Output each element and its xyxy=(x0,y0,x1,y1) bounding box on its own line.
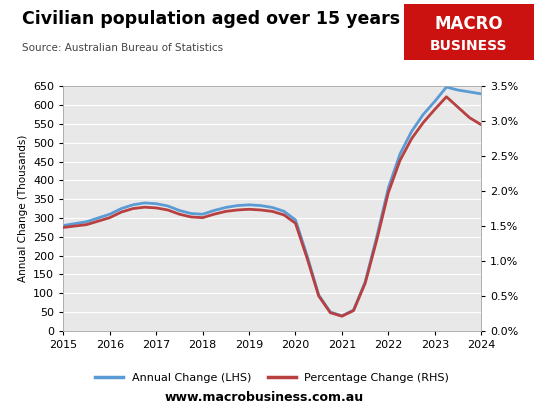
Text: BUSINESS: BUSINESS xyxy=(430,39,508,53)
Text: Civilian population aged over 15 years: Civilian population aged over 15 years xyxy=(22,10,400,28)
Legend: Annual Change (LHS), Percentage Change (RHS): Annual Change (LHS), Percentage Change (… xyxy=(91,369,454,388)
Text: MACRO: MACRO xyxy=(434,14,503,32)
Text: www.macrobusiness.com.au: www.macrobusiness.com.au xyxy=(164,391,364,404)
Text: Source: Australian Bureau of Statistics: Source: Australian Bureau of Statistics xyxy=(22,43,223,53)
Y-axis label: Annual Change (Thousands): Annual Change (Thousands) xyxy=(18,135,28,282)
